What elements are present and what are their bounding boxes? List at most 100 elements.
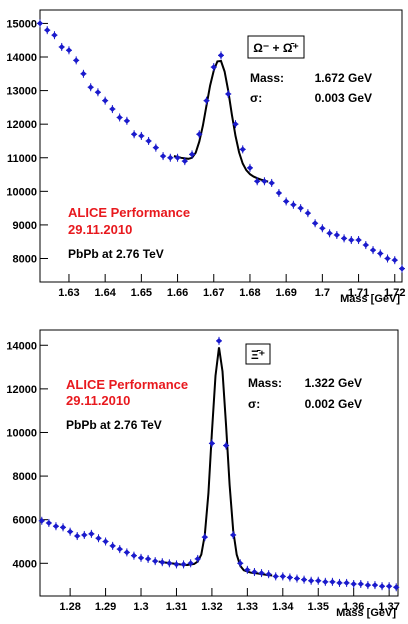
y-axis-ticks: 8000 9000 10000 11000 12000 13000 14000 15000 [6,18,48,265]
x-tick-label: 1.65 [131,287,152,299]
data-point [138,553,145,562]
data-point [254,177,261,186]
data-point [74,532,81,541]
data-point [304,209,311,218]
data-point [391,256,398,265]
data-point [329,577,336,586]
fit-mass-label: Mass: [248,376,282,390]
data-point [301,575,308,584]
x-tick-label: 1.64 [94,287,116,299]
data-point [58,42,65,51]
data-point [109,541,116,550]
legend-box: Ω⁻ + Ω̄⁺ [247,35,305,59]
data-point [52,522,59,531]
x-tick-label: 1.36 [343,601,364,613]
data-point [167,153,174,162]
data-points [37,19,405,273]
data-point [174,153,181,162]
data-point [181,157,188,166]
data-point [237,559,244,568]
data-point [123,548,130,557]
data-point [258,569,265,578]
data-point [293,574,300,583]
x-tick-label: 1.69 [275,287,296,299]
annotation-date: 29.11.2010 [66,393,130,408]
data-point [239,145,246,154]
data-point [123,116,130,125]
x-tick-label: 1.66 [167,287,188,299]
y-tick-label: 10000 [6,186,37,198]
data-point [286,573,293,582]
data-point [194,554,201,563]
data-point [45,518,52,527]
data-point [81,530,88,539]
data-point [393,583,400,592]
data-point [196,130,203,139]
data-point [371,581,378,590]
data-point [290,200,297,209]
fit-sigma-value: 0.003 GeV [315,91,372,105]
alice-annotation: ALICE Performance 29.11.2010 PbPb at 2.7… [66,377,188,432]
x-axis-ticks: 1.28 1.29 1.3 1.31 1.32 1.33 1.34 1.35 1.36 1.37 [59,588,400,613]
data-point [251,568,258,577]
data-point [265,570,272,579]
data-point [95,534,102,543]
annotation-date: 29.11.2010 [68,222,132,237]
data-point [187,559,194,568]
legend-particle: Ξ̄⁺ [251,348,265,362]
data-point [297,204,304,213]
data-point [272,572,279,581]
data-point [312,219,319,228]
y-tick-label: 6000 [13,515,37,527]
annotation-system: PbPb at 2.76 TeV [66,418,162,432]
x-tick-label: 1.32 [201,601,222,613]
data-point [166,559,173,568]
data-point [208,439,215,448]
data-point [319,224,326,233]
fit-results: Mass: 1.322 GeV σ: 0.002 GeV [248,376,362,411]
data-point [308,576,315,585]
data-point [246,163,253,172]
data-point [216,336,222,345]
data-point [138,131,145,140]
data-point [370,246,377,255]
data-point [218,51,224,60]
x-tick-label: 1.29 [95,601,116,613]
data-point [315,576,322,585]
data-point [244,565,251,574]
data-point [232,120,239,129]
data-point [88,529,95,538]
data-point [173,560,180,569]
y-tick-label: 10000 [6,427,37,439]
data-point [180,560,187,569]
data-point [357,580,364,589]
annotation-title: ALICE Performance [68,205,190,220]
data-point [116,545,123,554]
data-point [80,69,87,78]
data-point [130,551,137,560]
data-point [283,197,290,206]
x-tick-label: 1.67 [203,287,224,299]
data-point [189,150,196,159]
data-points [38,336,400,592]
data-point [152,143,159,152]
x-tick-label: 1.71 [348,287,369,299]
data-point [333,230,340,239]
data-point [384,254,391,263]
x-tick-label: 1.35 [308,601,329,613]
fit-sigma-label: σ: [250,91,262,105]
data-point [152,557,159,566]
data-point [225,89,232,98]
data-point [87,83,94,92]
annotation-title: ALICE Performance [66,377,188,392]
data-point [94,88,101,97]
x-tick-label: 1.3 [133,601,148,613]
fit-mass-label: Mass: [250,71,284,85]
fit-sigma-value: 0.002 GeV [305,397,362,411]
fit-sigma-label: σ: [248,397,260,411]
data-point [350,580,357,589]
data-point [399,264,405,273]
data-point [341,234,348,243]
